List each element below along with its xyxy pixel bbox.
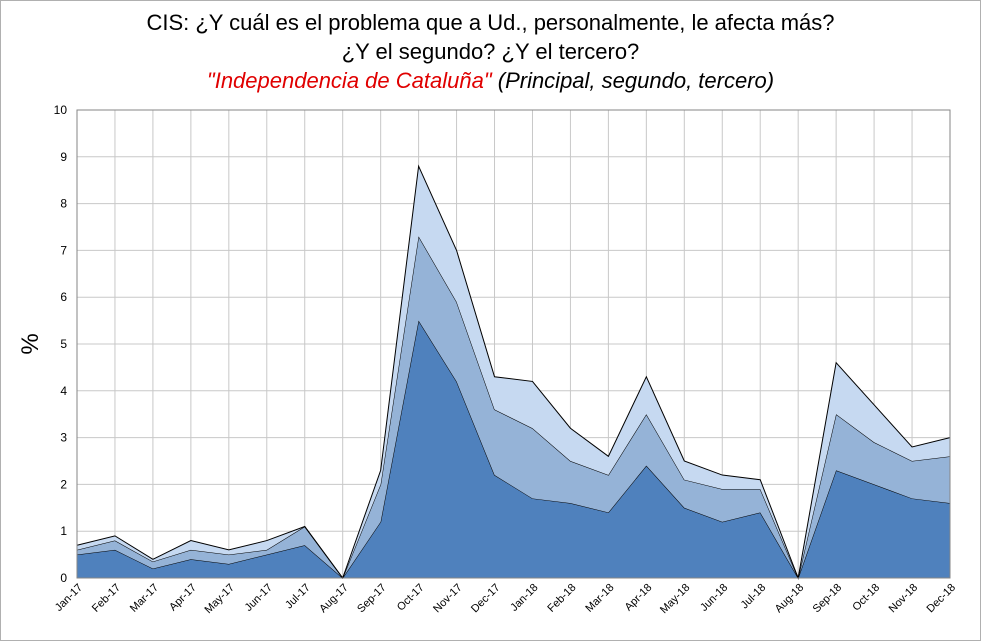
chart-title-line-1: CIS: ¿Y cuál es el problema que a Ud., p… [146, 10, 835, 35]
x-tick-label: Feb-17 [90, 582, 123, 615]
x-tick-label: Sep-18 [811, 582, 845, 616]
area-series-2 [77, 236, 950, 579]
y-tick-label: 1 [60, 524, 67, 538]
series-3-outline [76, 164, 951, 580]
x-tick-label: Mar-17 [128, 582, 161, 615]
y-tick-label: 4 [60, 384, 67, 398]
plot-border [76, 109, 951, 579]
x-tick-label: Apr-18 [623, 582, 655, 614]
x-tick-label: May-18 [658, 582, 692, 616]
y-tick-label: 10 [54, 103, 68, 117]
x-tick-label: Sep-17 [355, 582, 389, 616]
chart-title-line-2: ¿Y el segundo? ¿Y el tercero? [341, 39, 640, 64]
x-tick-label: Nov-18 [887, 582, 921, 616]
x-tick-label: Jul-18 [739, 582, 769, 612]
x-tick-label: Dec-17 [469, 582, 503, 616]
area-series-1 [77, 320, 950, 578]
x-tick-label: Oct-17 [395, 582, 427, 614]
x-tick-label: Aug-18 [773, 582, 807, 616]
x-tick-label: Jul-17 [283, 582, 313, 612]
x-tick-label: Apr-17 [167, 582, 199, 614]
y-axis-label: % [17, 333, 44, 354]
x-tick-label: Nov-17 [431, 582, 465, 616]
x-tick-label: May-17 [203, 582, 237, 616]
chart-title-highlight: "Independencia de Cataluña" [206, 68, 492, 93]
x-tick-label: Jan-18 [508, 582, 540, 614]
x-tick-label: Jun-18 [698, 582, 730, 614]
y-tick-label: 3 [60, 431, 67, 445]
x-tick-label: Feb-18 [545, 582, 578, 615]
x-tick-label: Dec-18 [925, 582, 959, 616]
y-tick-label: 9 [60, 150, 67, 164]
x-tick-label: Jan-17 [53, 582, 85, 614]
x-tick-label: Oct-18 [850, 582, 882, 614]
y-tick-label: 6 [60, 290, 67, 304]
x-tick-label: Aug-17 [317, 582, 351, 616]
y-tick-label: 7 [60, 243, 67, 257]
series-2-outline [76, 234, 951, 580]
y-tick-label: 5 [60, 337, 67, 351]
x-tick-label: Jun-17 [243, 582, 275, 614]
y-tick-label: 8 [60, 197, 67, 211]
chart-title-subtitle: (Principal, segundo, tercero) [491, 68, 775, 93]
chart-title-line-3: "Independencia de Cataluña" (Principal, … [0, 68, 981, 94]
y-tick-label: 2 [60, 477, 67, 491]
y-tick-label: 0 [60, 571, 67, 585]
x-tick-label: Mar-18 [583, 582, 616, 615]
